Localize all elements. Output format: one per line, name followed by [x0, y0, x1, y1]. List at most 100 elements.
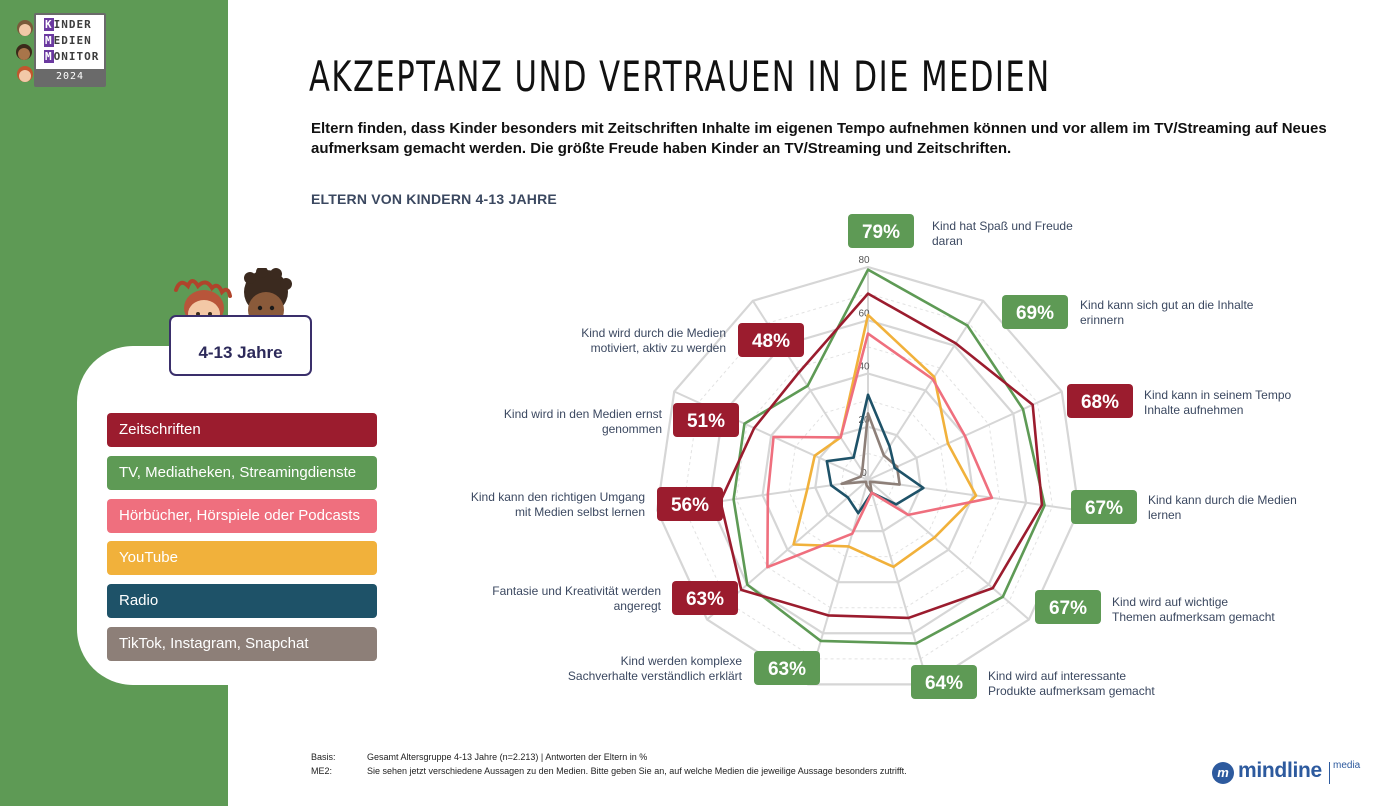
mindline-logo-icon: m — [1212, 762, 1234, 784]
radar-spoke — [867, 300, 984, 481]
badge-value: 64% — [925, 673, 963, 694]
badge-background — [1035, 590, 1101, 624]
radar-value-badge: 64% — [911, 665, 977, 699]
category-label: Themen aufmerksam gemacht — [1112, 610, 1275, 624]
brand-divider — [1329, 762, 1330, 784]
radar-value-badge: 63% — [754, 651, 820, 685]
logo-line-1: KINDER — [44, 18, 92, 31]
badge-value: 63% — [768, 659, 806, 680]
radar-grid-ring — [708, 319, 1028, 635]
badge-background — [657, 487, 723, 521]
kindermedienmonitor-logo: KINDER MEDIEN MONITOR 2024 — [34, 13, 106, 87]
category-label: motiviert, aktiv zu werden — [591, 341, 726, 355]
page-title: Akzeptanz und Vertrauen in die Medien — [309, 52, 1051, 101]
badge-value: 69% — [1016, 303, 1054, 324]
radar-spoke — [867, 479, 1030, 621]
radar-tick-label: 60 — [858, 308, 870, 319]
radar-tick-label: 0 — [861, 468, 867, 479]
footnote-key: Basis: — [311, 752, 336, 762]
category-label: Kind wird durch die Medien — [581, 326, 726, 340]
badge-value: 68% — [1081, 392, 1119, 413]
radar-value-badge: 69% — [1002, 295, 1068, 329]
badge-background — [672, 581, 738, 615]
badge-value: 56% — [671, 495, 709, 516]
legend-item: Hörbücher, Hörspiele oder Podcasts — [107, 499, 377, 533]
radar-series-line — [792, 313, 978, 569]
radar-grid-ring — [735, 346, 1001, 609]
category-label: Kind wird auf interessante — [988, 669, 1126, 683]
footnote-text: Sie sehen jetzt verschiedene Aussagen zu… — [367, 766, 907, 776]
radar-value-badge: 63% — [672, 581, 738, 615]
category-label: Kind kann sich gut an die Inhalte — [1080, 298, 1254, 312]
radar-tick-label: 20 — [858, 415, 870, 426]
badge-background — [673, 403, 739, 437]
category-label: Inhalte aufnehmen — [1144, 403, 1243, 417]
radar-value-badge: 67% — [1071, 490, 1137, 524]
radar-spoke — [867, 479, 929, 685]
badge-background — [1002, 295, 1068, 329]
radar-grid-ring — [841, 452, 895, 507]
radar-value-badge: 48% — [738, 323, 804, 357]
radar-value-badge: 56% — [657, 487, 723, 521]
category-label: Kind wird auf wichtige — [1112, 595, 1228, 609]
category-label: Sachverhalte verständlich erklärt — [568, 669, 743, 683]
legend-item: TikTok, Instagram, Snapchat — [107, 627, 377, 661]
category-label: erinnern — [1080, 313, 1124, 327]
category-label: Kind werden komplexe — [621, 654, 743, 668]
badge-value: 79% — [862, 222, 900, 243]
category-label: Kind wird in den Medien ernst — [504, 407, 663, 421]
logo-line-2: MEDIEN — [44, 34, 92, 47]
radar-tick-label: 80 — [858, 255, 870, 266]
category-label: Kind kann in seinem Tempo — [1144, 388, 1292, 402]
legend-item: TV, Mediatheken, Streamingdienste — [107, 456, 377, 490]
brand-suffix: media — [1333, 760, 1361, 771]
badge-background — [1067, 384, 1133, 418]
badge-value: 67% — [1085, 498, 1123, 519]
legend-item: Radio — [107, 584, 377, 618]
badge-value: 63% — [686, 589, 724, 610]
radar-spoke — [867, 479, 1079, 512]
logo-line-2-rest: EDIEN — [53, 34, 92, 47]
page-subtitle: Eltern finden, dass Kinder besonders mit… — [311, 120, 1327, 157]
radar-series-line — [840, 412, 901, 495]
logo-line-3-rest: ONITOR — [53, 50, 100, 63]
radar-grid-ring — [761, 372, 975, 584]
category-label: daran — [932, 234, 963, 248]
logo-year: 2024 — [36, 69, 104, 85]
radar-grid-ring — [814, 425, 922, 533]
radar-value-badge: 68% — [1067, 384, 1133, 418]
badge-background — [848, 214, 914, 248]
badge-background — [738, 323, 804, 357]
footnote: ME2: Sie sehen jetzt verschiedene Aussage… — [311, 766, 907, 776]
legend-item: YouTube — [107, 541, 377, 575]
category-label: genommen — [602, 422, 662, 436]
category-label: Kind kann den richtigen Umgang — [471, 490, 645, 504]
logo-line-3: MONITOR — [44, 50, 100, 63]
kids-mascot-icon — [16, 20, 33, 82]
radar-series-line — [766, 332, 994, 569]
badge-value: 67% — [1049, 598, 1087, 619]
logo-line-1-rest: INDER — [53, 18, 92, 31]
footnote: Basis: Gesamt Altersgruppe 4-13 Jahre (n=… — [311, 752, 647, 762]
section-heading: ELTERN VON KINDERN 4-13 JAHRE — [311, 191, 557, 207]
badge-background — [911, 665, 977, 699]
brand-name: mindline — [1238, 759, 1322, 782]
category-label: mit Medien selbst lernen — [515, 505, 645, 519]
category-label: Kind hat Spaß und Freude — [932, 219, 1073, 233]
radar-series-line — [825, 393, 925, 515]
radar-value-badge: 67% — [1035, 590, 1101, 624]
category-label: Fantasie und Kreativität werden — [492, 584, 661, 598]
category-label: lernen — [1148, 508, 1181, 522]
badge-background — [1071, 490, 1137, 524]
radar-tick-label: 40 — [858, 362, 870, 373]
radar-grid-ring — [788, 399, 948, 558]
age-group-box: 4-13 Jahre — [169, 315, 312, 376]
badge-value: 51% — [687, 411, 725, 432]
category-label: Kind kann durch die Medien — [1148, 493, 1297, 507]
footnote-text: Gesamt Altersgruppe 4-13 Jahre (n=2.213)… — [367, 752, 648, 762]
radar-value-badge: 51% — [673, 403, 739, 437]
badge-value: 48% — [752, 331, 790, 352]
legend-item: Zeitschriften — [107, 413, 377, 447]
radar-spoke — [867, 390, 1063, 481]
category-label: angeregt — [614, 599, 662, 613]
